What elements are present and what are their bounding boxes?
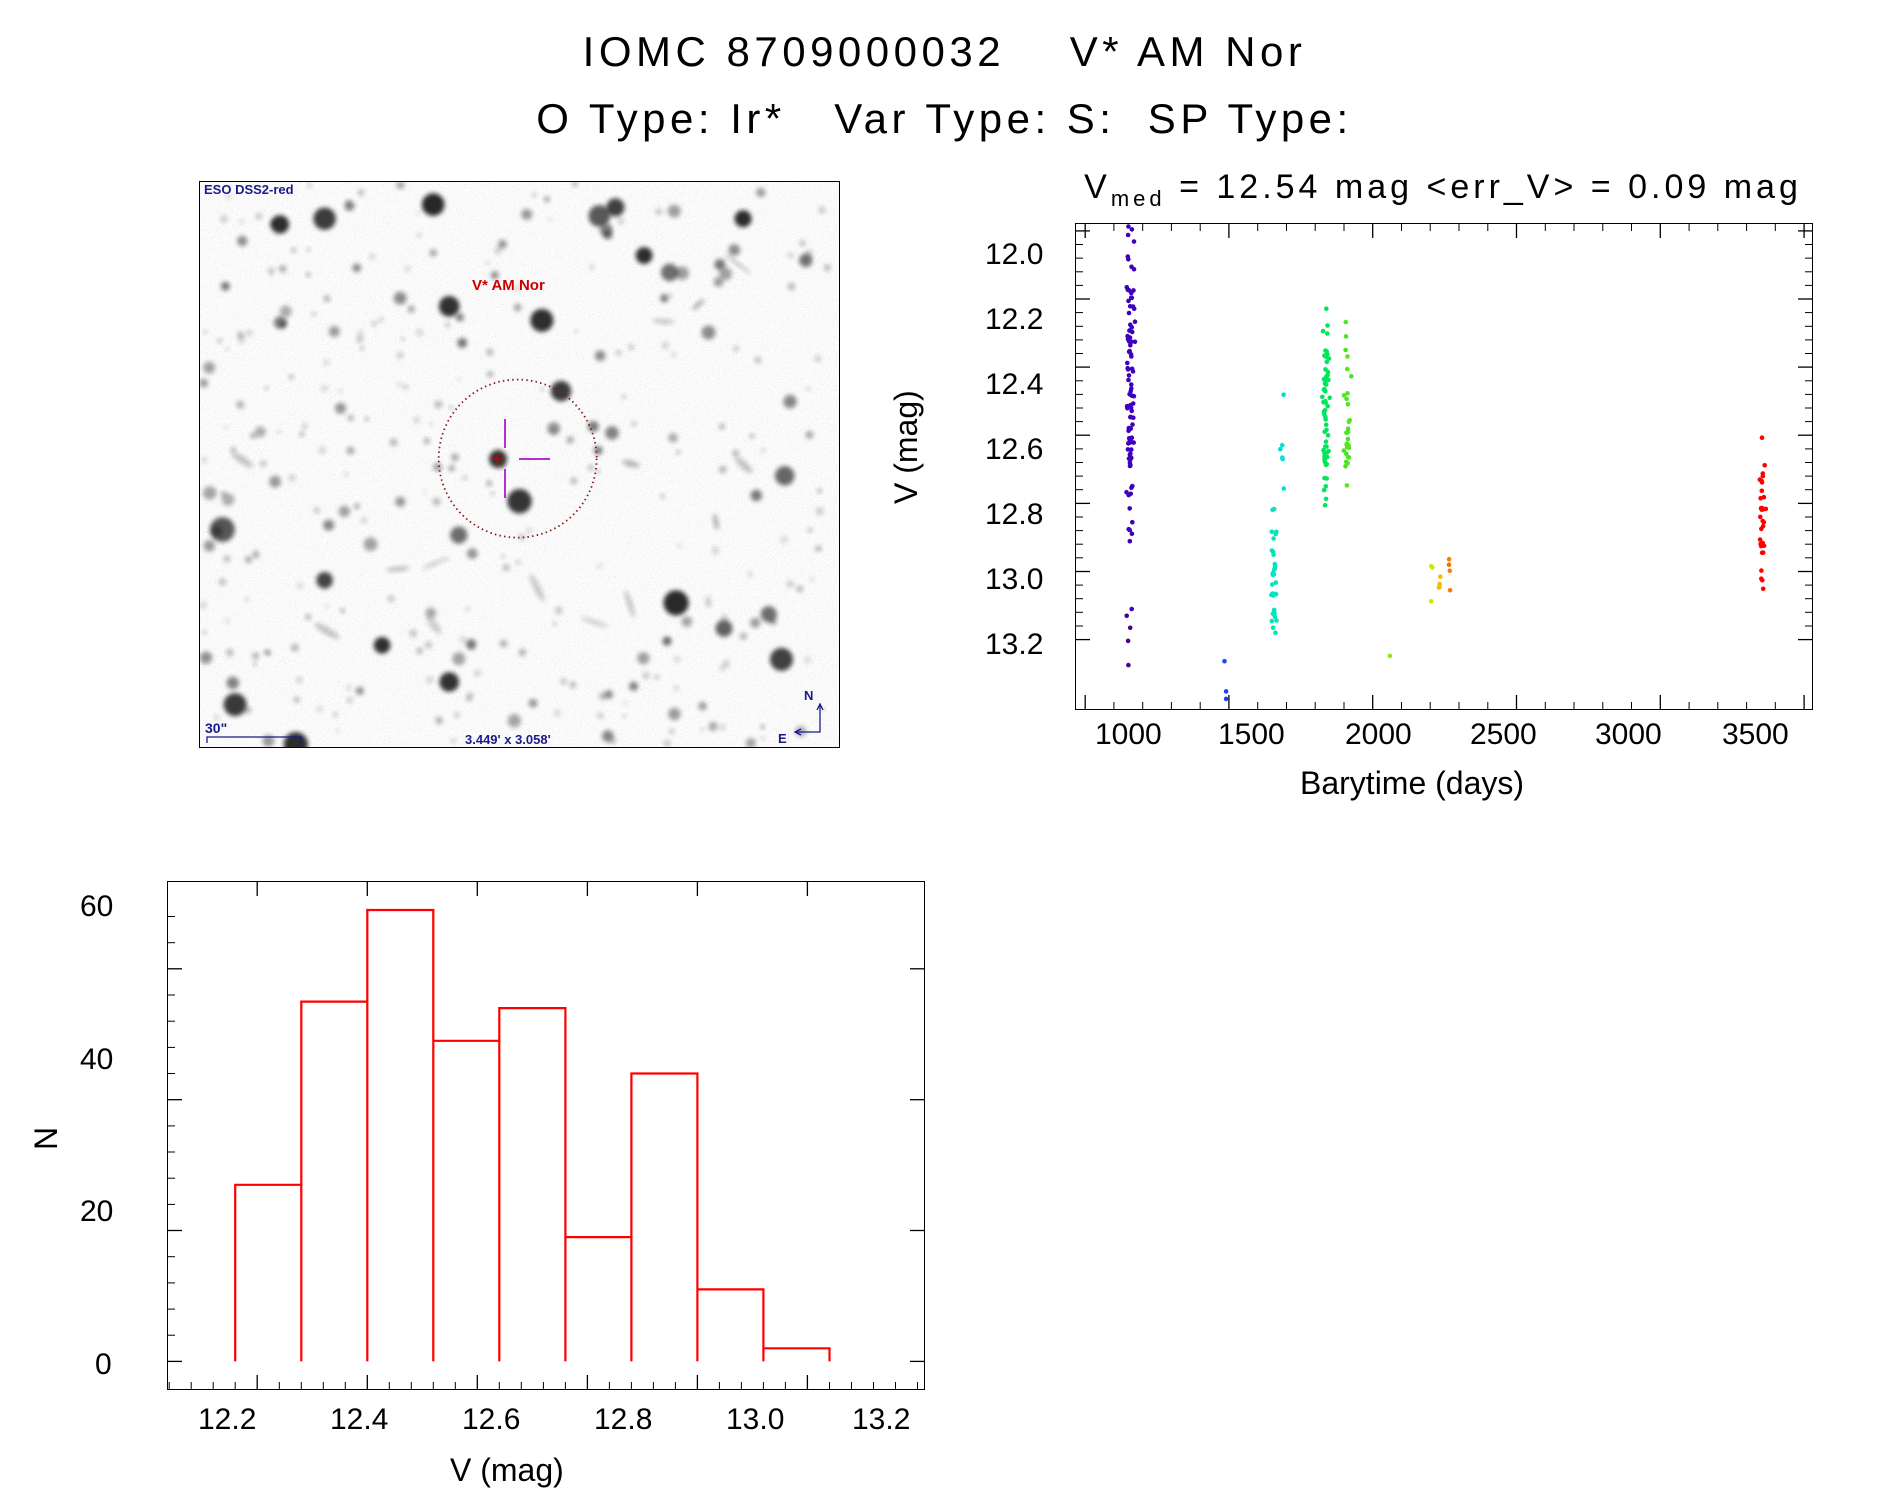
svg-text:N: N — [804, 688, 813, 703]
svg-text:30": 30" — [205, 720, 227, 736]
svg-text:ESO DSS2-red: ESO DSS2-red — [204, 182, 294, 197]
svg-text:V* AM Nor: V* AM Nor — [472, 277, 545, 294]
svg-text:E: E — [778, 731, 787, 746]
svg-text:3.449' x 3.058': 3.449' x 3.058' — [465, 732, 551, 747]
